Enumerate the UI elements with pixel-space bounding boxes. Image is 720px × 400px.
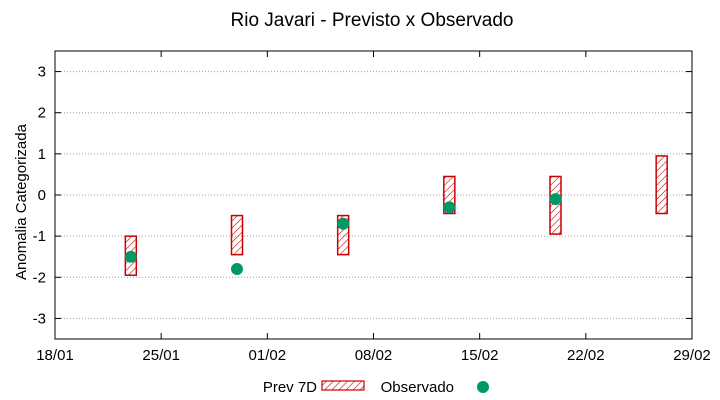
axes: -3 -2 -1 0 1 2 3 18/01 25/01 01/02 08/02 15/02 22/02… <box>33 51 711 364</box>
x-tick-label: 29/02 <box>673 347 711 364</box>
y-tick-label: 1 <box>38 146 46 163</box>
forecast-box <box>549 175 562 235</box>
x-tick-label: 08/02 <box>355 347 393 364</box>
legend-label-observed: Observado <box>381 379 454 396</box>
y-tick-label: -2 <box>33 269 46 286</box>
observed-point <box>124 250 137 263</box>
legend: Prev 7D Observado <box>263 379 489 396</box>
forecast-box <box>443 175 456 215</box>
observed-point <box>549 193 562 206</box>
plot-frame <box>54 50 693 340</box>
observed-point <box>443 201 456 214</box>
x-tick-label: 01/02 <box>249 347 287 364</box>
observed-point <box>337 217 350 230</box>
observed-points <box>124 193 562 276</box>
y-tick-label: 3 <box>38 64 46 81</box>
observed-point <box>231 263 243 276</box>
chart-title: Rio Javari - Previsto x Observado <box>231 10 514 31</box>
legend-label-forecast: Prev 7D <box>263 379 317 396</box>
x-tick-label: 25/01 <box>142 347 180 364</box>
y-tick-label: -1 <box>33 228 46 245</box>
grid <box>55 71 692 319</box>
x-tick-label: 15/02 <box>461 347 499 364</box>
x-tick-label: 18/01 <box>36 347 74 364</box>
legend-swatch-forecast <box>321 380 365 391</box>
y-axis-label: Anomalia Categorizada <box>13 123 30 280</box>
forecast-box <box>336 214 350 256</box>
forecast-box <box>655 155 668 215</box>
y-tick-label: -3 <box>33 310 46 327</box>
x-tick-label: 22/02 <box>567 347 605 364</box>
forecast-box <box>230 214 244 256</box>
forecast-boxes <box>124 155 668 276</box>
y-tick-label: 0 <box>38 187 46 204</box>
legend-marker-observed <box>477 381 489 393</box>
y-tick-label: 2 <box>38 105 46 122</box>
